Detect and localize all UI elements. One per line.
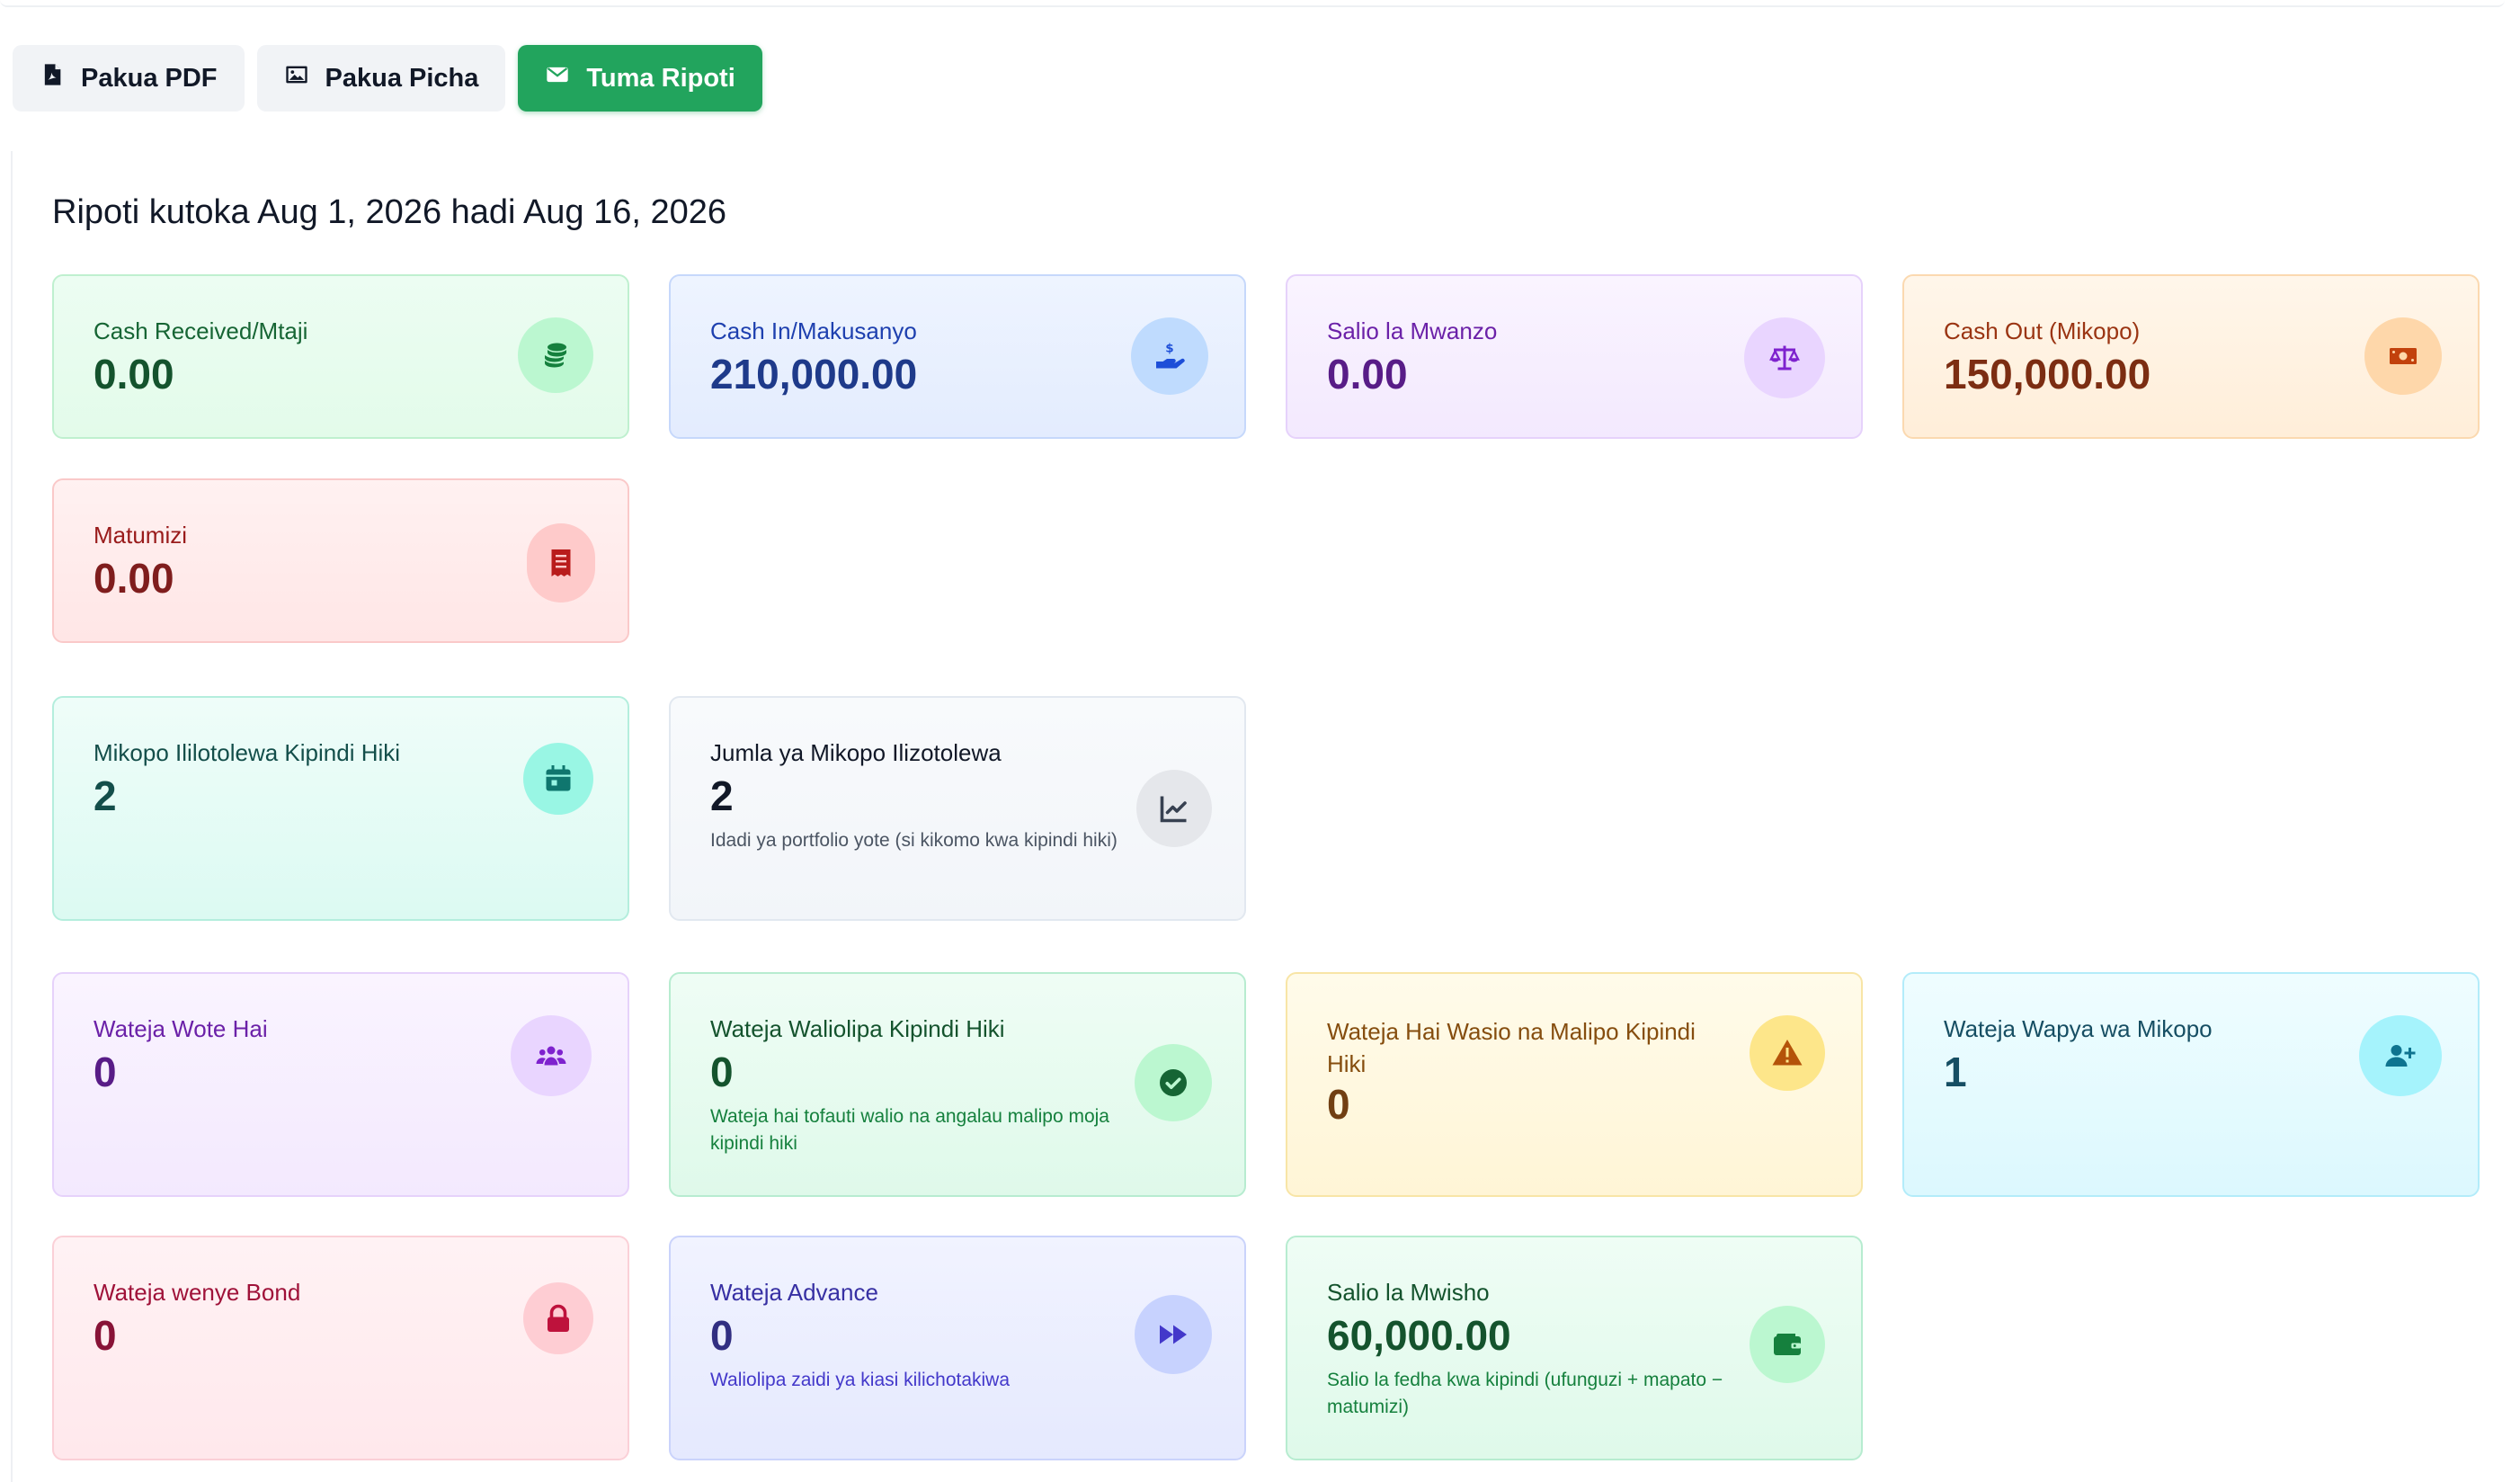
card-label: Wateja wenye Bond: [93, 1279, 301, 1306]
card-value: 2: [93, 772, 117, 819]
lock-icon: [523, 1282, 593, 1354]
card-subtext: Salio la fedha kwa kipindi (ufunguzi + m…: [1327, 1370, 1723, 1417]
card-label: Wateja Waliolipa Kipindi Hiki: [710, 1015, 1005, 1042]
wallet-icon: [1750, 1306, 1825, 1383]
receipt-icon: [527, 523, 595, 603]
card-label: Matumizi: [93, 522, 188, 549]
report-title: Ripoti kutoka Aug 1, 2026 hadi Aug 16, 2…: [52, 193, 727, 231]
download-pdf-button[interactable]: Pakua PDF: [13, 45, 245, 112]
send-report-label: Tuma Ripoti: [586, 63, 735, 93]
card-value: 0: [1327, 1081, 1350, 1128]
report-panel: [11, 151, 2510, 1482]
card-value: 0.00: [93, 351, 174, 397]
card-value: 0.00: [1327, 351, 1408, 397]
check-circle-icon: [1135, 1044, 1212, 1121]
coins-icon: [518, 317, 593, 393]
download-image-button[interactable]: Pakua Picha: [256, 45, 506, 112]
card-label: Wateja Wote Hai: [93, 1015, 268, 1042]
card-active-clients: Wateja Wote Hai 0: [52, 972, 629, 1197]
card-new-clients: Wateja Wapya wa Mikopo 1: [1902, 972, 2480, 1197]
scale-icon: [1744, 317, 1825, 398]
card-label: Wateja Hai Wasio na Malipo Kipindi Hiki: [1327, 1018, 1696, 1077]
card-cash-out: Cash Out (Mikopo) 150,000.00: [1902, 274, 2480, 439]
hand-dollar-icon: $: [1131, 317, 1208, 395]
file-pdf-icon: [40, 62, 65, 94]
user-plus-icon: [2359, 1015, 2442, 1096]
card-value: 0: [710, 1312, 734, 1359]
card-label: Wateja Advance: [710, 1279, 878, 1306]
fast-forward-icon: [1135, 1295, 1212, 1374]
card-value: 210,000.00: [710, 351, 918, 397]
card-loans-period: Mikopo Ililotolewa Kipindi Hiki 2: [52, 696, 629, 921]
image-icon: [284, 62, 309, 94]
card-subtext: Idadi ya portfolio yote (si kikomo kwa k…: [710, 830, 1118, 851]
card-opening-balance: Salio la Mwanzo 0.00: [1286, 274, 1863, 439]
card-label: Salio la Mwanzo: [1327, 317, 1498, 344]
card-label: Salio la Mwisho: [1327, 1279, 1490, 1306]
card-closing-balance: Salio la Mwisho 60,000.00 Salio la fedha…: [1286, 1236, 1863, 1460]
envelope-icon: [545, 62, 570, 94]
download-image-label: Pakua Picha: [325, 63, 479, 93]
send-report-button[interactable]: Tuma Ripoti: [518, 45, 762, 112]
svg-text:$: $: [1165, 342, 1173, 356]
card-value: 60,000.00: [1327, 1312, 1511, 1359]
card-value: 150,000.00: [1944, 351, 2151, 397]
card-bond-clients: Wateja wenye Bond 0: [52, 1236, 629, 1460]
card-value: 0: [93, 1312, 117, 1359]
card-label: Cash Received/Mtaji: [93, 317, 308, 344]
warning-icon: [1750, 1015, 1825, 1091]
card-label: Cash Out (Mikopo): [1944, 317, 2141, 344]
card-value: 0: [710, 1049, 734, 1095]
card-label: Jumla ya Mikopo Ilizotolewa: [710, 739, 1002, 766]
top-divider: [0, 0, 2505, 7]
card-value: 2: [710, 772, 734, 819]
card-cash-received: Cash Received/Mtaji 0.00: [52, 274, 629, 439]
card-value: 1: [1944, 1049, 1967, 1095]
card-paid-clients: Wateja Waliolipa Kipindi Hiki 0 Wateja h…: [669, 972, 1246, 1197]
download-pdf-label: Pakua PDF: [81, 63, 218, 93]
card-advance-clients: Wateja Advance 0 Waliolipa zaidi ya kias…: [669, 1236, 1246, 1460]
card-loans-total: Jumla ya Mikopo Ilizotolewa 2 Idadi ya p…: [669, 696, 1246, 921]
card-subtext: Wateja hai tofauti walio na angalau mali…: [710, 1106, 1109, 1154]
chart-line-icon: [1136, 770, 1212, 847]
card-label: Cash In/Makusanyo: [710, 317, 917, 344]
users-icon: [511, 1015, 592, 1096]
card-unpaid-clients: Wateja Hai Wasio na Malipo Kipindi Hiki …: [1286, 972, 1863, 1197]
card-cash-in: Cash In/Makusanyo 210,000.00 $: [669, 274, 1246, 439]
card-expenses: Matumizi 0.00: [52, 478, 629, 643]
card-subtext: Waliolipa zaidi ya kiasi kilichotakiwa: [710, 1370, 1011, 1390]
card-label: Mikopo Ililotolewa Kipindi Hiki: [93, 739, 401, 766]
calendar-icon: [523, 743, 593, 815]
card-label: Wateja Wapya wa Mikopo: [1944, 1015, 2213, 1042]
toolbar: Pakua PDF Pakua Picha Tuma Ripoti: [13, 45, 762, 112]
money-bill-icon: [2364, 317, 2442, 395]
card-value: 0.00: [93, 555, 174, 602]
card-value: 0: [93, 1049, 117, 1095]
